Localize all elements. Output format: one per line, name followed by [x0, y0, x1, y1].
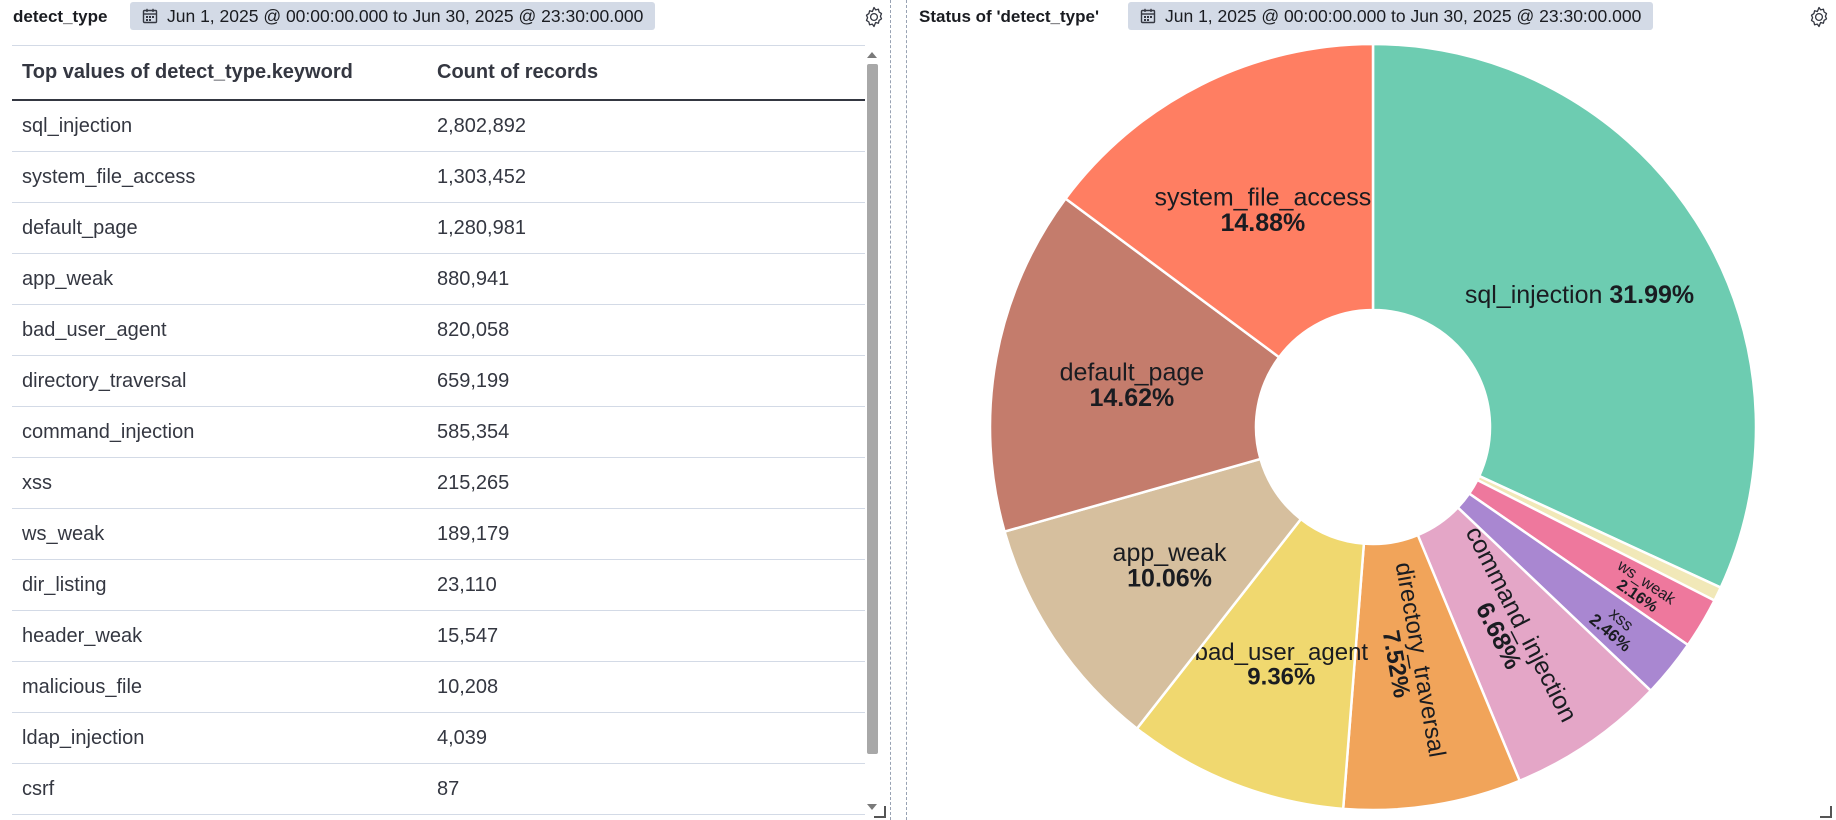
pie-slice-bad-user-agent[interactable]	[1135, 517, 1366, 811]
table-panel-header: detect_type Jun 1, 2025 @ 00:00:00.000 t…	[0, 0, 890, 34]
slice-category-label: app_weak	[1113, 539, 1227, 567]
cell-count: 10,208	[437, 675, 499, 698]
resize-handle-icon[interactable]	[1820, 806, 1832, 818]
cell-detect-type[interactable]: app_weak	[22, 267, 114, 290]
cell-count: 4,039	[437, 726, 488, 749]
panel-title: Status of 'detect_type'	[919, 7, 1100, 26]
cell-detect-type[interactable]: ldap_injection	[22, 726, 145, 749]
slice-category-label: bad_user_agent	[1195, 639, 1369, 666]
pie-slice-default-page[interactable]	[988, 196, 1281, 534]
cell-count: 2,802,892	[437, 114, 526, 137]
table-row: app_weak 880,941	[12, 254, 865, 305]
pie-slice-app-weak[interactable]	[1003, 457, 1303, 731]
cell-detect-type[interactable]: dir_listing	[22, 573, 107, 596]
pie-slice-directory-traversal[interactable]	[1341, 533, 1522, 812]
cell-detect-type[interactable]: system_file_access	[22, 165, 196, 188]
slice-percent-label: 14.62%	[1089, 384, 1174, 412]
table-row: directory_traversal 659,199	[12, 356, 865, 407]
cell-count: 23,110	[437, 573, 497, 596]
table-row: csrf 87	[12, 764, 865, 815]
scroll-down-arrow-icon[interactable]	[867, 804, 877, 810]
donut-chart: sql_injection 31.99%ws_weak2.16%xss2.46%…	[988, 42, 1758, 812]
calendar-icon	[1140, 8, 1156, 24]
cell-count: 15,547	[437, 624, 499, 647]
resize-handle-icon[interactable]	[874, 806, 886, 818]
table-body: sql_injection 2,802,892 system_file_access…	[12, 101, 865, 815]
slice-percent-label: 9.36%	[1247, 664, 1315, 691]
column-header-top-values[interactable]: Top values of detect_type.keyword	[22, 61, 353, 83]
cell-count: 659,199	[437, 369, 510, 392]
slice-percent-label: 14.88%	[1220, 209, 1305, 237]
cell-detect-type[interactable]: ws_weak	[22, 522, 105, 545]
table-row: command_injection 585,354	[12, 407, 865, 458]
cell-count: 1,280,981	[437, 216, 526, 239]
slice-category-label: default_page	[1060, 358, 1205, 386]
table-row: ws_weak 189,179	[12, 509, 865, 560]
data-table: Top values of detect_type.keyword Count …	[12, 45, 865, 816]
slice-category-label: system_file_access	[1155, 184, 1372, 212]
time-range-badge[interactable]: Jun 1, 2025 @ 00:00:00.000 to Jun 30, 20…	[130, 2, 656, 30]
table-row: default_page 1,280,981	[12, 203, 865, 254]
cell-detect-type[interactable]: xss	[22, 471, 52, 494]
cell-count: 189,179	[437, 522, 510, 545]
panel-options-gear-icon[interactable]	[1806, 4, 1832, 30]
table-header-row: Top values of detect_type.keyword Count …	[12, 46, 865, 101]
cell-count: 880,941	[437, 267, 510, 290]
pie-slice-system-file-access[interactable]	[1063, 42, 1375, 359]
slice-percent-label: 10.06%	[1127, 565, 1212, 593]
table-row: ldap_injection 4,039	[12, 713, 865, 764]
time-range-text: Jun 1, 2025 @ 00:00:00.000 to Jun 30, 20…	[167, 5, 644, 26]
table-row: sql_injection 2,802,892	[12, 101, 865, 152]
cell-detect-type[interactable]: default_page	[22, 216, 138, 239]
calendar-icon	[142, 8, 158, 24]
slice-label-text: sql_injection 31.99%	[1465, 281, 1694, 309]
cell-count: 585,354	[437, 420, 510, 443]
table-row: dir_listing 23,110	[12, 560, 865, 611]
column-header-count[interactable]: Count of records	[437, 61, 599, 83]
panel-title: detect_type	[13, 7, 108, 26]
cell-count: 215,265	[437, 471, 510, 494]
table-scrollbar[interactable]	[864, 46, 880, 812]
scrollbar-thumb[interactable]	[867, 64, 878, 754]
table-row: bad_user_agent 820,058	[12, 305, 865, 356]
cell-detect-type[interactable]: sql_injection	[22, 114, 133, 137]
cell-count: 820,058	[437, 318, 510, 341]
table-panel: detect_type Jun 1, 2025 @ 00:00:00.000 t…	[0, 0, 890, 820]
cell-detect-type[interactable]: directory_traversal	[22, 369, 187, 392]
table-row: malicious_file 10,208	[12, 662, 865, 713]
chart-panel: Status of 'detect_type' Jun 1, 2025 @ 00…	[907, 0, 1836, 820]
cell-detect-type[interactable]: malicious_file	[22, 675, 143, 698]
chart-panel-header: Status of 'detect_type' Jun 1, 2025 @ 00…	[907, 0, 1836, 34]
cell-detect-type[interactable]: bad_user_agent	[22, 318, 167, 341]
cell-detect-type[interactable]: command_injection	[22, 420, 195, 443]
time-range-badge[interactable]: Jun 1, 2025 @ 00:00:00.000 to Jun 30, 20…	[1128, 2, 1654, 30]
cell-detect-type[interactable]: csrf	[22, 777, 55, 800]
pie-slice-sql-injection[interactable]	[1371, 42, 1758, 590]
panel-options-gear-icon[interactable]	[861, 4, 887, 30]
slice-label: sql_injection 31.99%	[1465, 281, 1694, 309]
table-row: xss 215,265	[12, 458, 865, 509]
panel-divider	[890, 0, 891, 820]
cell-detect-type[interactable]: header_weak	[22, 624, 143, 647]
cell-count: 87	[437, 777, 460, 800]
cell-count: 1,303,452	[437, 165, 526, 188]
table-row: header_weak 15,547	[12, 611, 865, 662]
panel-divider	[906, 0, 907, 820]
time-range-text: Jun 1, 2025 @ 00:00:00.000 to Jun 30, 20…	[1165, 5, 1642, 26]
scroll-up-arrow-icon[interactable]	[867, 52, 877, 58]
table-row: system_file_access 1,303,452	[12, 152, 865, 203]
